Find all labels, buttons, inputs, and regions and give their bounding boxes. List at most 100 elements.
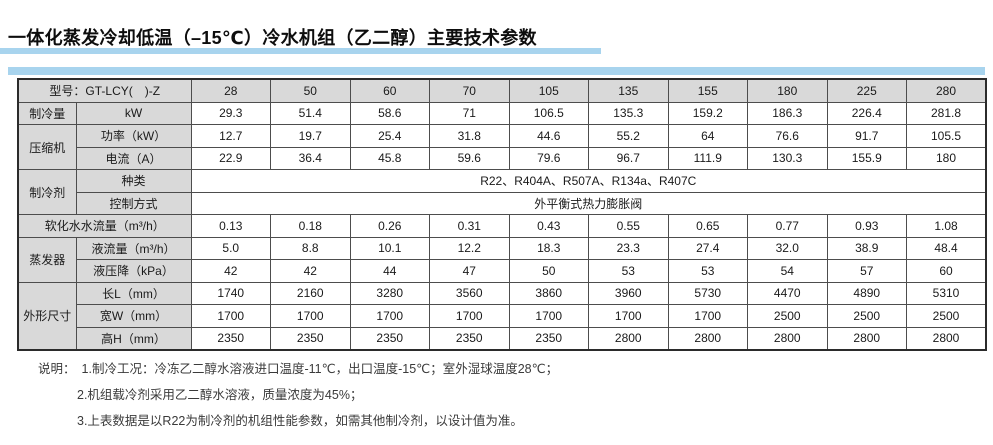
param-label-liquid-flow: 液流量（m³/h） [75, 236, 192, 260]
row-cooling-capacity: 制冷量 kW 29.3 51.4 58.6 71 106.5 135.3 159.2 186.… [17, 101, 987, 125]
table-cell: 42 [190, 259, 272, 283]
table-cell: 28 [190, 78, 272, 103]
table-cell: 186.3 [747, 101, 828, 125]
row-refrigerant-control: 控制方式 外平衡式热力膨胀阀 [18, 191, 987, 215]
row-refrigerant-type: 制冷剂 种类 R22、R404A、R507A、R134a、R407C [17, 169, 987, 215]
table-cell: 23.3 [588, 236, 669, 260]
table-cell: 0.13 [190, 214, 272, 238]
table-cell: 1700 [667, 304, 749, 328]
table-cell: 180 [747, 78, 828, 103]
table-cell: 1700 [429, 304, 510, 328]
param-label-power: 功率（kW） [75, 124, 192, 148]
row-compressor-power: 压缩机 功率（kW） 12.7 19.7 25.4 31.8 44.6 55.2 64 76.… [17, 124, 987, 170]
table-cell: 2350 [270, 326, 351, 351]
row-evaporator-flow: 蒸发器 液流量（m³/h） 5.0 8.8 10.1 12.2 18.3 23.3 27.4… [17, 236, 987, 283]
group-label-cooling: 制冷量 [17, 101, 77, 125]
param-label-pressure-drop: 液压降（kPa） [75, 259, 192, 283]
param-label-type: 种类 [75, 169, 192, 193]
table-cell: 2800 [826, 326, 908, 351]
param-label-kw: kW [75, 101, 192, 125]
table-cell: 155 [667, 78, 749, 103]
table-cell: 50 [508, 259, 590, 283]
table-cell: 135.3 [588, 101, 669, 125]
table-cell: 2350 [508, 326, 590, 351]
table-cell: 0.55 [588, 214, 669, 238]
notes-section: 说明： 1.制冷工况：冷冻乙二醇水溶液进口温度-11℃，出口温度-15℃；室外湿球… [38, 356, 558, 434]
table-cell: 12.7 [190, 124, 272, 148]
param-label-width: 宽W（mm） [75, 304, 192, 328]
param-label-current: 电流（A） [75, 146, 192, 170]
table-cell: 60 [349, 78, 431, 103]
table-cell: 22.9 [190, 146, 272, 170]
table-cell: 2350 [429, 326, 510, 351]
table-cell: 47 [429, 259, 510, 283]
table-cell: 0.93 [826, 214, 908, 238]
param-label-length: 长L（mm） [75, 281, 192, 305]
table-cell: 3960 [588, 281, 669, 305]
table-cell: 12.2 [429, 236, 510, 260]
table-cell: 19.7 [270, 124, 351, 148]
table-cell: 4470 [747, 281, 828, 305]
table-cell: 5310 [906, 281, 987, 305]
model-header-cell: 型号：GT-LCY( )-Z [17, 78, 192, 103]
note-line-1: 说明： 1.制冷工况：冷冻乙二醇水溶液进口温度-11℃，出口温度-15℃；室外湿球… [38, 356, 558, 382]
table-cell: 0.26 [349, 214, 431, 238]
group-label-compressor: 压缩机 [17, 124, 77, 170]
table-cell: 2800 [588, 326, 669, 351]
page-title: 一体化蒸发冷却低温（–15℃）冷水机组（乙二醇）主要技术参数 [8, 28, 537, 48]
table-cell: 159.2 [667, 101, 749, 125]
table-cell: 130.3 [747, 146, 828, 170]
table-cell: 0.31 [429, 214, 510, 238]
table-cell: 48.4 [906, 236, 987, 260]
table-cell: 18.3 [508, 236, 590, 260]
table-cell: 55.2 [588, 124, 669, 148]
param-label-height: 高H（mm） [75, 326, 192, 351]
table-cell: 280 [906, 78, 987, 103]
table-cell: 71 [429, 101, 510, 125]
table-cell: 105.5 [906, 124, 987, 148]
table-cell: 60 [906, 259, 987, 283]
row-compressor-current: 电流（A） 22.9 36.4 45.8 59.6 79.6 96.7 111.9 130.3… [18, 146, 987, 170]
table-cell: 281.8 [906, 101, 987, 125]
group-label-evaporator: 蒸发器 [17, 236, 77, 283]
table-cell: 1700 [588, 304, 669, 328]
table-cell: 0.18 [270, 214, 351, 238]
notes-label: 说明： [38, 362, 76, 376]
note-text-2: 2.机组载冷剂采用乙二醇水溶液，质量浓度为45%； [77, 388, 363, 402]
table-cell: 38.9 [826, 236, 908, 260]
table-cell: 0.77 [747, 214, 828, 238]
table-cell: 225 [826, 78, 908, 103]
table-cell: 2350 [349, 326, 431, 351]
table-cell: 31.8 [429, 124, 510, 148]
row-evaporator-pressure-drop: 液压降（kPa） 42 42 44 47 50 53 53 54 57 60 [18, 259, 987, 283]
table-cell: 1700 [349, 304, 431, 328]
table-cell: 2800 [747, 326, 828, 351]
table-cell: 2500 [906, 304, 987, 328]
table-cell: 105 [508, 78, 590, 103]
table-cell: 32.0 [747, 236, 828, 260]
title-underline-bar [0, 48, 601, 54]
table-cell: 2350 [190, 326, 272, 351]
table-cell: 3560 [429, 281, 510, 305]
table-cell: 27.4 [667, 236, 749, 260]
note-text-1: 1.制冷工况：冷冻乙二醇水溶液进口温度-11℃，出口温度-15℃；室外湿球温度2… [81, 362, 559, 376]
table-cell: 76.6 [747, 124, 828, 148]
param-label-control: 控制方式 [75, 191, 192, 215]
table-cell: 50 [270, 78, 351, 103]
group-label-dimensions: 外形尺寸 [17, 281, 77, 351]
table-cell: 2500 [826, 304, 908, 328]
note-text-3: 3.上表数据是以R22为制冷剂的机组性能参数，如需其他制冷剂，以设计值为准。 [77, 414, 523, 428]
table-cell: 2800 [906, 326, 987, 351]
table-cell: 42 [270, 259, 351, 283]
row-dimension-length: 外形尺寸 长L（mm） 1740 2160 3280 3560 3860 3960 5730… [17, 281, 987, 351]
note-line-3: 3.上表数据是以R22为制冷剂的机组性能参数，如需其他制冷剂，以设计值为准。 [38, 408, 558, 434]
param-label-soft-water: 软化水水流量（m³/h） [17, 214, 192, 238]
table-cell: 180 [906, 146, 987, 170]
table-cell: 1740 [190, 281, 272, 305]
table-cell: 44.6 [508, 124, 590, 148]
table-cell: 2800 [667, 326, 749, 351]
table-cell: 3860 [508, 281, 590, 305]
spec-table: 型号：GT-LCY( )-Z 28 50 60 70 105 135 155 180 225 28… [17, 78, 988, 351]
table-header-row: 型号：GT-LCY( )-Z 28 50 60 70 105 135 155 180 225 28… [17, 78, 987, 103]
